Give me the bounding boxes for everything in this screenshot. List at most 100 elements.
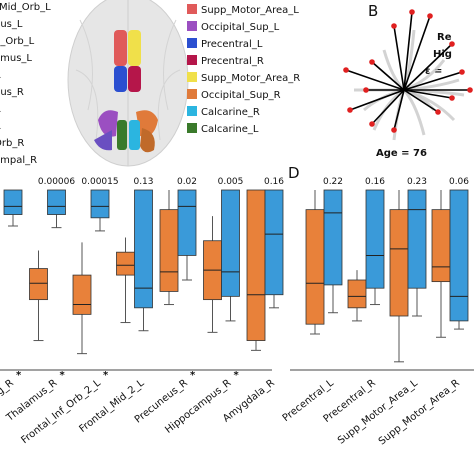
legend-label: Calcarine_L bbox=[201, 124, 259, 135]
category-label: Supp_Motor_Area_L bbox=[336, 377, 420, 446]
p-value-label: 0.06 bbox=[449, 177, 469, 187]
legend-swatch bbox=[187, 89, 197, 99]
brain-illustration bbox=[67, 0, 189, 167]
p-value-label: 0.005 bbox=[218, 177, 244, 187]
legend-swatch bbox=[187, 106, 197, 116]
connection-line bbox=[349, 89, 405, 111]
legend-label: Occipital_Sup_L bbox=[201, 22, 280, 33]
connection-node bbox=[369, 121, 375, 127]
p-value-label: 0.23 bbox=[407, 177, 427, 187]
connection-node bbox=[391, 127, 397, 133]
legend-label: Supp_Motor_Area_R bbox=[201, 73, 300, 84]
p-value-label: 0.00006 bbox=[38, 177, 75, 187]
legend-label: Occipital_Sup_R bbox=[201, 90, 281, 101]
panel-c-boxplot: g_R*0.00006Thalamus_R*0.00015Frontal_Inf… bbox=[0, 177, 284, 446]
significance-marker: * bbox=[16, 370, 22, 381]
fiber-illustration bbox=[343, 9, 473, 141]
box-body bbox=[305, 209, 325, 325]
connection-node bbox=[427, 13, 433, 19]
connection-node bbox=[449, 41, 455, 47]
region-label: R bbox=[0, 104, 1, 115]
connection-node bbox=[449, 95, 455, 101]
connection-line bbox=[403, 43, 453, 91]
region-label: R bbox=[0, 121, 1, 132]
region-label: _Mid_Orb_L bbox=[0, 2, 51, 13]
legend-label: Precentral_L bbox=[201, 39, 263, 50]
box-body bbox=[72, 274, 92, 315]
region-label: nus_R bbox=[0, 87, 24, 98]
box-body bbox=[246, 189, 266, 341]
category-label: g_R bbox=[0, 378, 16, 398]
significance-marker: * bbox=[190, 370, 196, 381]
connection-node bbox=[347, 107, 353, 113]
connection-line bbox=[403, 71, 463, 91]
region-label: Orb_R bbox=[0, 138, 24, 149]
legend-swatch bbox=[187, 21, 197, 31]
p-value-label: 0.16 bbox=[264, 177, 284, 187]
p-value-label: 0.00015 bbox=[81, 177, 118, 187]
connection-line bbox=[403, 89, 439, 113]
legend-label: Supp_Motor_Area_L bbox=[201, 5, 299, 16]
p-value-label: 0.16 bbox=[365, 177, 385, 187]
significance-marker: * bbox=[103, 370, 109, 381]
box-body bbox=[323, 189, 343, 286]
connection-line bbox=[371, 89, 405, 125]
panel-b-title-line: Hig bbox=[433, 49, 452, 60]
box-body bbox=[389, 209, 409, 317]
box-body bbox=[264, 189, 284, 296]
p-value-label: 0.13 bbox=[133, 177, 153, 187]
box-body bbox=[29, 268, 48, 301]
connection-line bbox=[403, 89, 453, 99]
connection-node bbox=[391, 23, 397, 29]
box-body bbox=[407, 189, 427, 289]
box-body bbox=[116, 251, 135, 276]
category-label: Supp_Motor_Area_R bbox=[377, 378, 462, 448]
connection-line bbox=[403, 15, 431, 91]
brain-legend: Supp_Motor_Area_L Occipital_Sup_L Precentr… bbox=[187, 4, 300, 135]
box-body bbox=[159, 209, 179, 292]
panel-letter-b: B bbox=[368, 2, 378, 20]
box-body bbox=[221, 189, 240, 297]
panel-b-age-label: Age = 76 bbox=[376, 148, 427, 159]
box-body bbox=[177, 189, 197, 256]
box-body bbox=[347, 279, 367, 309]
significance-marker: * bbox=[234, 370, 240, 381]
box-body bbox=[3, 189, 23, 215]
panel-letter-d: D bbox=[288, 164, 300, 182]
connection-node bbox=[467, 87, 473, 93]
box-body bbox=[134, 189, 153, 309]
connection-node bbox=[409, 9, 415, 15]
connection-node bbox=[343, 67, 349, 73]
connection-node bbox=[363, 87, 369, 93]
p-value-label: 0.02 bbox=[177, 177, 197, 187]
panel-a-region-labels: _Mid_Orb_L nus_L d_Orb_L amus_L R nus_R … bbox=[0, 2, 51, 166]
category-label: Frontal_Inf_Orb_2_L bbox=[19, 377, 103, 446]
panel-b-title-line: Re bbox=[437, 32, 452, 43]
legend-label: Precentral_R bbox=[201, 56, 264, 67]
box-body bbox=[431, 209, 451, 283]
box-body bbox=[365, 189, 385, 289]
legend-swatch bbox=[187, 123, 197, 133]
region-label: ampal_R bbox=[0, 155, 37, 166]
legend-swatch bbox=[187, 55, 197, 65]
box-body bbox=[449, 189, 469, 322]
connection-node bbox=[369, 59, 375, 65]
connection-line bbox=[403, 11, 413, 91]
panel-d-boxplot: 0.22Precentral_L0.16Precentral_R0.23Supp… bbox=[281, 177, 474, 447]
legend-swatch bbox=[187, 72, 197, 82]
connection-node bbox=[459, 69, 465, 75]
region-label: R bbox=[0, 70, 1, 81]
region-label: d_Orb_L bbox=[0, 36, 35, 47]
box-body bbox=[90, 189, 110, 219]
legend-swatch bbox=[187, 4, 197, 14]
region-label: nus_L bbox=[0, 19, 23, 30]
connection-line bbox=[345, 69, 405, 91]
region-label: amus_L bbox=[0, 53, 32, 64]
significance-marker: * bbox=[60, 370, 66, 381]
connection-line bbox=[371, 61, 405, 91]
legend-label: Calcarine_R bbox=[201, 107, 260, 118]
panel-b: B Re Hig ε = Age = 76 bbox=[343, 2, 473, 159]
fiber-strand bbox=[402, 89, 426, 136]
connection-line bbox=[393, 89, 405, 131]
